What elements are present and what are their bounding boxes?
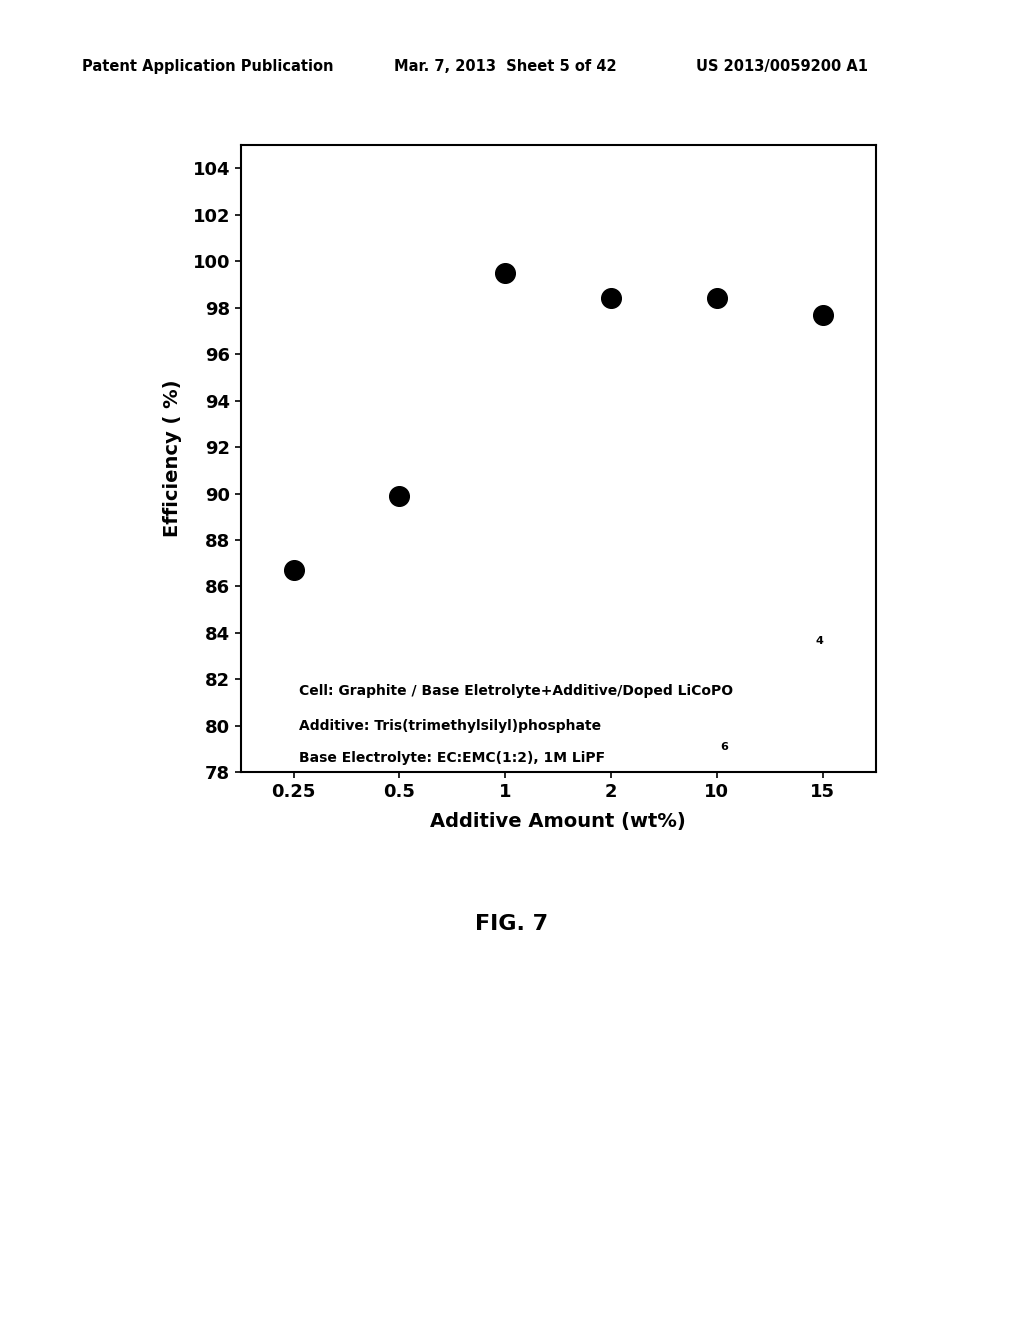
Point: [603, 288, 620, 309]
Text: US 2013/0059200 A1: US 2013/0059200 A1: [696, 59, 868, 74]
Text: Cell: Graphite / Base Eletrolyte+Additive/Doped LiCoPO: Cell: Graphite / Base Eletrolyte+Additiv…: [299, 684, 733, 698]
Text: Mar. 7, 2013  Sheet 5 of 42: Mar. 7, 2013 Sheet 5 of 42: [394, 59, 616, 74]
Text: 4: 4: [815, 636, 823, 645]
Point: [286, 560, 302, 581]
Text: Additive: Tris(trimethylsilyl)phosphate: Additive: Tris(trimethylsilyl)phosphate: [299, 719, 601, 733]
Text: 6: 6: [720, 742, 728, 752]
Point: [391, 486, 408, 507]
Point: [814, 304, 830, 325]
Text: Patent Application Publication: Patent Application Publication: [82, 59, 334, 74]
Point: [497, 263, 513, 284]
Text: Base Electrolyte: EC:EMC(1:2), 1M LiPF: Base Electrolyte: EC:EMC(1:2), 1M LiPF: [299, 751, 605, 766]
Text: FIG. 7: FIG. 7: [475, 913, 549, 935]
Point: [709, 288, 725, 309]
X-axis label: Additive Amount (wt%): Additive Amount (wt%): [430, 812, 686, 830]
Y-axis label: Efficiency ( %): Efficiency ( %): [163, 380, 181, 537]
